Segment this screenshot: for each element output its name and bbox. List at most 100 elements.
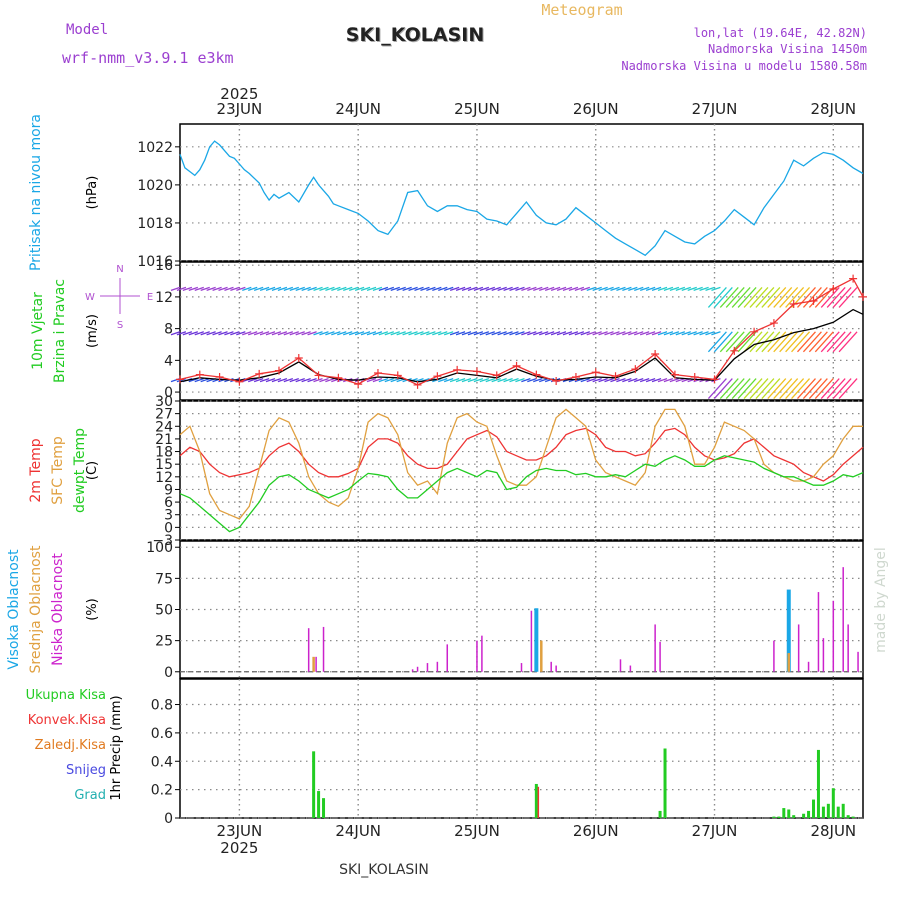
wind-barb	[719, 378, 739, 400]
day-label-top-25JUN: 25JUN	[454, 100, 500, 118]
bar-niska-oblacnost	[530, 610, 533, 672]
bar-ukupna-kisa	[846, 815, 850, 818]
wind-barb	[592, 286, 602, 291]
wind-barb	[820, 286, 840, 308]
bar-ukupna-kisa	[772, 816, 776, 818]
day-label-bottom-26JUN: 26JUN	[573, 822, 619, 840]
wind-barb	[651, 331, 662, 336]
bar-visoka-oblacnost	[534, 608, 539, 672]
wind-barb	[438, 377, 448, 383]
series-label-temperature: dewpt Temp	[72, 428, 88, 513]
ytick-label-temperature: 0	[164, 520, 173, 536]
bar-niska-oblacnost	[315, 656, 317, 672]
ytick-label-temperature: 6	[164, 495, 173, 511]
wind-barb	[343, 331, 353, 336]
wind-direction-legend: N S W E	[85, 264, 153, 331]
wind-barb	[200, 331, 210, 336]
wind-barb	[414, 286, 424, 291]
bar-niska-oblacnost	[654, 624, 656, 672]
wind-barb	[743, 331, 763, 353]
wind-barb	[544, 286, 555, 291]
wind-barb	[467, 286, 478, 291]
wind-barb	[802, 331, 822, 353]
wind-barb	[616, 331, 626, 336]
bar-niska-oblacnost	[842, 567, 844, 672]
bar-ukupna-kisa	[851, 816, 855, 818]
wind-barb	[527, 331, 537, 336]
wind-barb	[785, 331, 805, 353]
wind-barb	[348, 286, 359, 291]
series-label-temperature: SFC Temp	[50, 436, 66, 505]
wind-barb	[360, 331, 371, 336]
precip-legend-grad: Grad	[74, 788, 106, 803]
bar-niska-oblacnost	[550, 661, 552, 672]
wind-barb	[236, 286, 246, 291]
wind-barb	[259, 286, 270, 291]
gust-marker	[552, 376, 561, 385]
bar-ukupna-kisa	[826, 803, 830, 818]
gust-marker	[393, 371, 402, 380]
wind-barb	[212, 286, 222, 291]
wind-barb	[808, 378, 828, 400]
wind-barb	[628, 377, 638, 383]
wind-barb	[737, 331, 757, 353]
day-label-bottom-25JUN: 25JUN	[454, 822, 500, 840]
wind-barb	[277, 331, 288, 336]
bar-niska-oblacnost	[659, 641, 661, 672]
wind-barb	[705, 286, 715, 291]
wind-barb	[832, 331, 852, 353]
wind-barb	[785, 378, 805, 400]
day-label-top-28JUN: 28JUN	[810, 100, 856, 118]
wind-barb	[749, 331, 769, 353]
wind-barb	[755, 378, 775, 400]
wind-barb	[820, 331, 840, 353]
wind-barb	[773, 331, 793, 353]
wind-barb	[663, 286, 674, 291]
bar-niska-oblacnost	[847, 624, 849, 672]
wind-barb	[616, 286, 626, 291]
gust-marker	[591, 368, 600, 377]
wind-barb	[711, 377, 721, 383]
wind-barb	[503, 377, 513, 383]
panel-frame-wind	[179, 261, 864, 401]
wind-barb	[711, 286, 721, 291]
bar-niska-oblacnost	[481, 635, 483, 672]
wind-barb	[509, 377, 519, 383]
wind-barb	[651, 377, 662, 383]
wind-barb	[515, 377, 525, 383]
wind-barb	[194, 377, 204, 383]
wind-barb	[283, 331, 294, 336]
gust-marker	[472, 367, 481, 376]
ytick-label-cloud: 0	[164, 665, 173, 681]
wind-barb	[562, 286, 573, 291]
wind-barb	[533, 286, 543, 291]
bar-niska-oblacnost	[817, 592, 820, 672]
wind-barb	[719, 331, 739, 353]
gust-marker	[670, 370, 679, 379]
gust-marker	[373, 369, 382, 378]
elevation-label: Nadmorska Visina 1450m	[708, 42, 867, 56]
series-label-cloud: Srednja Oblacnost	[28, 545, 44, 673]
series-label-cloud: Visoka Oblacnost	[6, 549, 22, 670]
wind-barb	[485, 377, 495, 383]
wind-barb	[331, 286, 341, 291]
wind-barb	[265, 377, 276, 383]
bar-ukupna-kisa	[782, 808, 786, 818]
wind-barb	[277, 286, 288, 291]
wind-barb	[634, 286, 644, 291]
panel-frame-precip	[179, 678, 864, 819]
wind-barb	[497, 377, 507, 383]
wind-barb	[539, 286, 549, 291]
bar-ukupna-kisa	[777, 816, 781, 818]
wind-barb	[212, 331, 222, 336]
gust-marker	[354, 380, 363, 389]
wind-barb	[838, 378, 858, 400]
wind-barb	[562, 331, 573, 336]
wind-barb	[707, 286, 727, 308]
wind-barb	[253, 377, 264, 383]
ytick-label-wind: 8	[164, 322, 173, 338]
panel-frame-pressure	[179, 123, 864, 262]
ytick-label-wind: 4	[164, 353, 173, 369]
ytick-label-wind: 16	[155, 258, 173, 274]
bar-niska-oblacnost	[857, 651, 859, 672]
